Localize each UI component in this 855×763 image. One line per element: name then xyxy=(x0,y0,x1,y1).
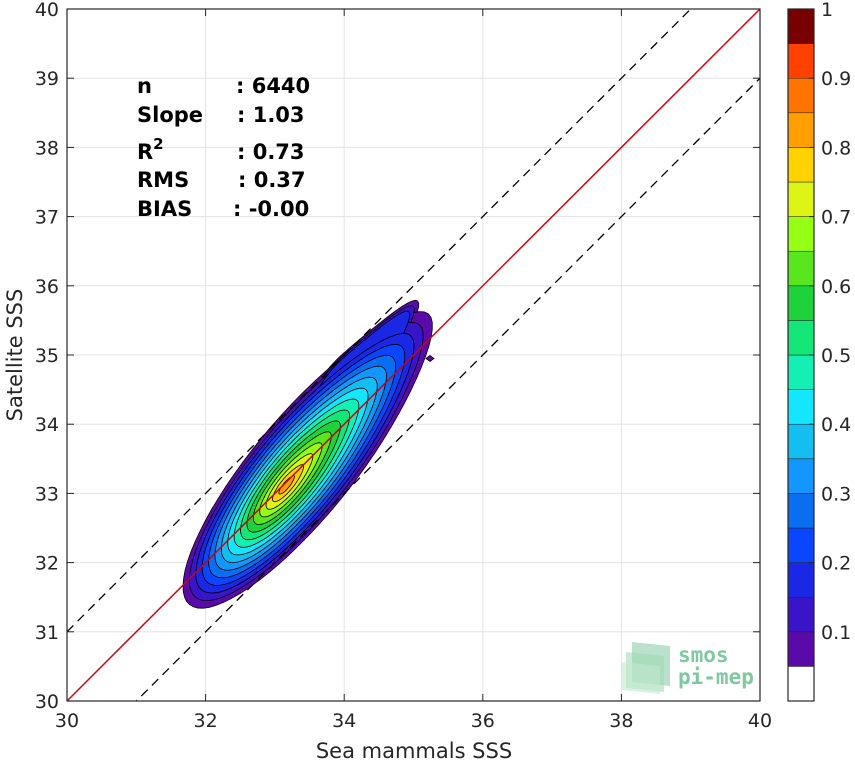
colorbar-tick-label: 1 xyxy=(821,0,833,21)
line-lower-bound xyxy=(135,77,760,701)
stat-value: : 1.03 xyxy=(237,103,305,127)
grid xyxy=(66,8,761,702)
colorbar-segment xyxy=(787,8,815,44)
y-tick-label: 36 xyxy=(35,276,59,298)
x-axis-label: Sea mammals SSS xyxy=(316,739,512,763)
logo-line2: pi-mep xyxy=(678,665,754,689)
colorbar-segment xyxy=(787,250,815,287)
logo-mark-icon xyxy=(622,642,670,694)
y-tick-label: 33 xyxy=(35,483,59,505)
y-tick-label: 32 xyxy=(35,553,59,575)
colorbar-segment xyxy=(787,181,815,217)
colorbar-tick-label: 0.2 xyxy=(821,553,851,575)
colorbar-segment xyxy=(787,666,815,702)
y-tick-label: 31 xyxy=(35,622,59,644)
colorbar-tick-label: 0.8 xyxy=(821,137,851,159)
colorbar-tick-label: 0.9 xyxy=(821,68,851,90)
colorbar-segment xyxy=(787,631,815,667)
colorbar-tick-label: 0.6 xyxy=(821,276,851,298)
x-tick-label: 32 xyxy=(194,710,218,732)
y-tick-label: 35 xyxy=(35,345,59,367)
x-tick-label: 30 xyxy=(55,710,79,732)
y-axis-label: Satellite SSS xyxy=(3,289,27,422)
stat-value: : 0.73 xyxy=(237,140,305,164)
colorbar-tick-label: 0.4 xyxy=(821,414,851,436)
stat-key: n xyxy=(137,74,152,98)
colorbar-segment xyxy=(787,43,815,79)
stat-key: BIAS xyxy=(137,197,192,221)
colorbar-segment xyxy=(787,423,815,460)
colorbar-segment xyxy=(787,389,815,425)
colorbar-tick-label: 0.7 xyxy=(821,207,851,229)
stat-value: : 0.37 xyxy=(238,168,306,192)
line-regression xyxy=(67,9,760,701)
line-upper-bound xyxy=(67,9,692,633)
colorbar-segment xyxy=(787,527,815,563)
x-axis-ticks: 30 32 34 36 38 40 xyxy=(55,9,772,732)
colorbar-tick-label: 0.1 xyxy=(821,622,851,644)
contour-level xyxy=(278,475,295,495)
colorbar-segment xyxy=(787,320,815,356)
y-tick-label: 37 xyxy=(35,207,59,229)
y-tick-label: 40 xyxy=(35,0,59,21)
y-tick-label: 30 xyxy=(35,691,59,713)
x-tick-label: 38 xyxy=(609,710,633,732)
stat-superscript: 2 xyxy=(153,135,163,153)
contour-speck xyxy=(425,354,435,362)
stat-key: RMS xyxy=(137,168,189,192)
colorbar-segment xyxy=(787,354,815,390)
stat-value: : -0.00 xyxy=(233,197,309,221)
logo-line1: smos xyxy=(678,643,729,667)
colorbar-segment xyxy=(787,77,815,114)
y-tick-label: 38 xyxy=(35,137,59,159)
reference-lines xyxy=(67,9,760,701)
colorbar-segment xyxy=(787,112,815,148)
x-tick-label: 36 xyxy=(471,710,495,732)
colorbar-segment xyxy=(787,596,815,633)
x-tick-label: 34 xyxy=(332,710,356,732)
colorbar-segment xyxy=(787,216,815,252)
colorbar-segment xyxy=(787,562,815,598)
smos-pimep-logo: smos pi-mep xyxy=(622,642,754,694)
colorbar-segment xyxy=(787,458,815,494)
colorbar-tick-label: 0.5 xyxy=(821,345,851,367)
y-tick-label: 39 xyxy=(35,68,59,90)
stat-key: Slope xyxy=(137,103,203,127)
y-tick-label: 34 xyxy=(35,414,59,436)
colorbar-segment xyxy=(787,493,815,529)
colorbar-segment xyxy=(787,285,815,321)
colorbar-segment xyxy=(787,147,815,183)
y-axis-ticks: 30 31 32 33 34 35 36 37 38 39 40 xyxy=(35,0,760,713)
stat-value: : 6440 xyxy=(236,74,310,98)
x-tick-label: 40 xyxy=(748,710,772,732)
colorbar-tick-label: 0.3 xyxy=(821,483,851,505)
colorbar: 0.1 0.2 0.3 0.4 0.5 0.6 0.7 0.8 0.9 1 xyxy=(787,0,851,702)
